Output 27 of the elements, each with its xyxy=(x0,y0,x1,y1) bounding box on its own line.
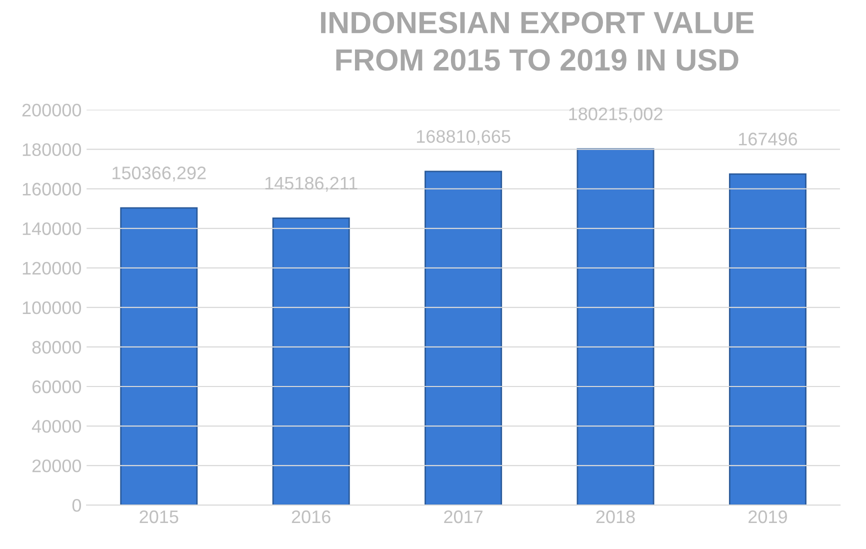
y-tick-label: 200000 xyxy=(22,104,82,117)
data-label: 150366,292 xyxy=(112,166,206,182)
x-tick-label: 2015 xyxy=(140,510,178,524)
bar xyxy=(272,217,350,506)
data-label: 168810,665 xyxy=(416,130,510,146)
y-tick-label: 80000 xyxy=(32,340,82,354)
data-label: 180215,002 xyxy=(569,108,662,122)
y-tick-label: 180000 xyxy=(22,143,82,156)
y-tick-label: 0 xyxy=(72,499,82,512)
bar xyxy=(728,173,806,506)
data-label: 167496 xyxy=(738,132,798,146)
data-label: 145186,211 xyxy=(265,176,358,192)
x-tick-label: 2016 xyxy=(292,510,330,524)
y-tick-label: 100000 xyxy=(22,301,82,314)
bar xyxy=(120,207,198,506)
y-tick-label: 60000 xyxy=(32,380,82,394)
x-tick-label: 2019 xyxy=(748,510,787,524)
bar xyxy=(424,170,502,506)
x-tick-label: 2017 xyxy=(444,510,482,524)
bar xyxy=(576,148,654,506)
y-tick-label: 140000 xyxy=(22,222,82,236)
y-tick-label: 20000 xyxy=(32,459,82,472)
y-tick-label: 160000 xyxy=(22,182,82,196)
x-tick-label: 2018 xyxy=(596,510,635,524)
y-tick-label: 40000 xyxy=(32,420,82,433)
chart-title: INDONESIAN EXPORT VALUE FROM 2015 TO 2019 IN USD xyxy=(321,12,754,71)
y-tick-label: 120000 xyxy=(22,262,82,275)
